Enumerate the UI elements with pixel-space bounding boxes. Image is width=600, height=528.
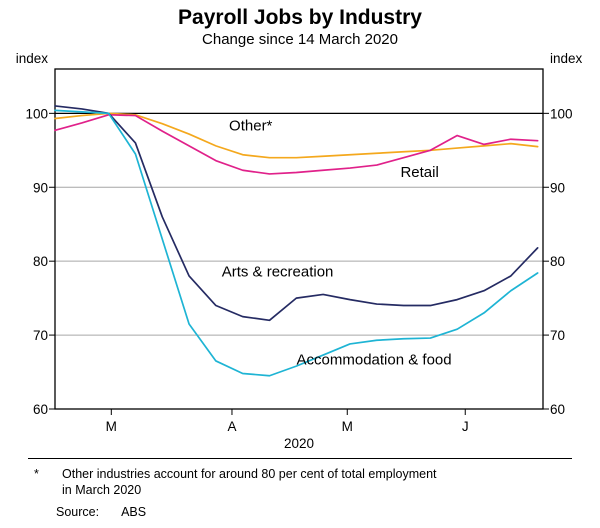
footnote-line-1: Other industries account for around 80 p… [62, 467, 437, 482]
footnote-text: Other industries account for around 80 p… [62, 466, 572, 499]
chart-title: Payroll Jobs by Industry [178, 6, 422, 29]
y-label-left-80: 80 [33, 254, 48, 269]
series-label-arts-recreation: Arts & recreation [222, 264, 334, 281]
y-label-left-70: 70 [33, 328, 48, 343]
series-line-retail [54, 114, 539, 175]
x-tick-label-2: M [342, 419, 353, 434]
y-label-left-100: 100 [25, 106, 48, 121]
y-axis-unit-left: index [16, 51, 49, 66]
y-label-right-90: 90 [550, 180, 565, 195]
y-label-left-60: 60 [33, 402, 48, 417]
plot-frame [54, 68, 544, 410]
y-label-right-100: 100 [550, 106, 573, 121]
source-row: Source: ABS [56, 505, 572, 519]
series-line-arts-recreation [54, 105, 539, 322]
y-label-left-90: 90 [33, 180, 48, 195]
series-line-accommodation-food [54, 109, 539, 377]
footnote-marker: * [34, 467, 39, 482]
series-label-accommodation-food: Accommodation & food [297, 352, 452, 369]
series-line-other [54, 112, 539, 159]
source-label: Source: [56, 504, 100, 519]
x-axis-label: 2020 [284, 436, 314, 449]
source-value: ABS [121, 504, 147, 519]
y-label-right-80: 80 [550, 254, 565, 269]
x-tick-label-3: J [462, 419, 469, 434]
x-tick-label-1: A [227, 419, 236, 434]
chart-subtitle: Change since 14 March 2020 [202, 31, 398, 49]
payroll-jobs-line-chart: 60 60 70 70 80 80 90 90 100 100 index index M A M J 2020… [16, 51, 583, 451]
x-tick-label-0: M [106, 419, 117, 434]
footnote-line-2: in March 2020 [62, 483, 142, 498]
footnote-divider [28, 458, 572, 460]
y-label-right-60: 60 [550, 402, 565, 417]
y-axis-unit-right: index [550, 51, 583, 66]
footnote: * Other industries account for around 80… [34, 466, 572, 499]
series-label-other: Other* [229, 117, 273, 134]
y-label-right-70: 70 [550, 328, 565, 343]
series-label-retail: Retail [400, 164, 438, 181]
